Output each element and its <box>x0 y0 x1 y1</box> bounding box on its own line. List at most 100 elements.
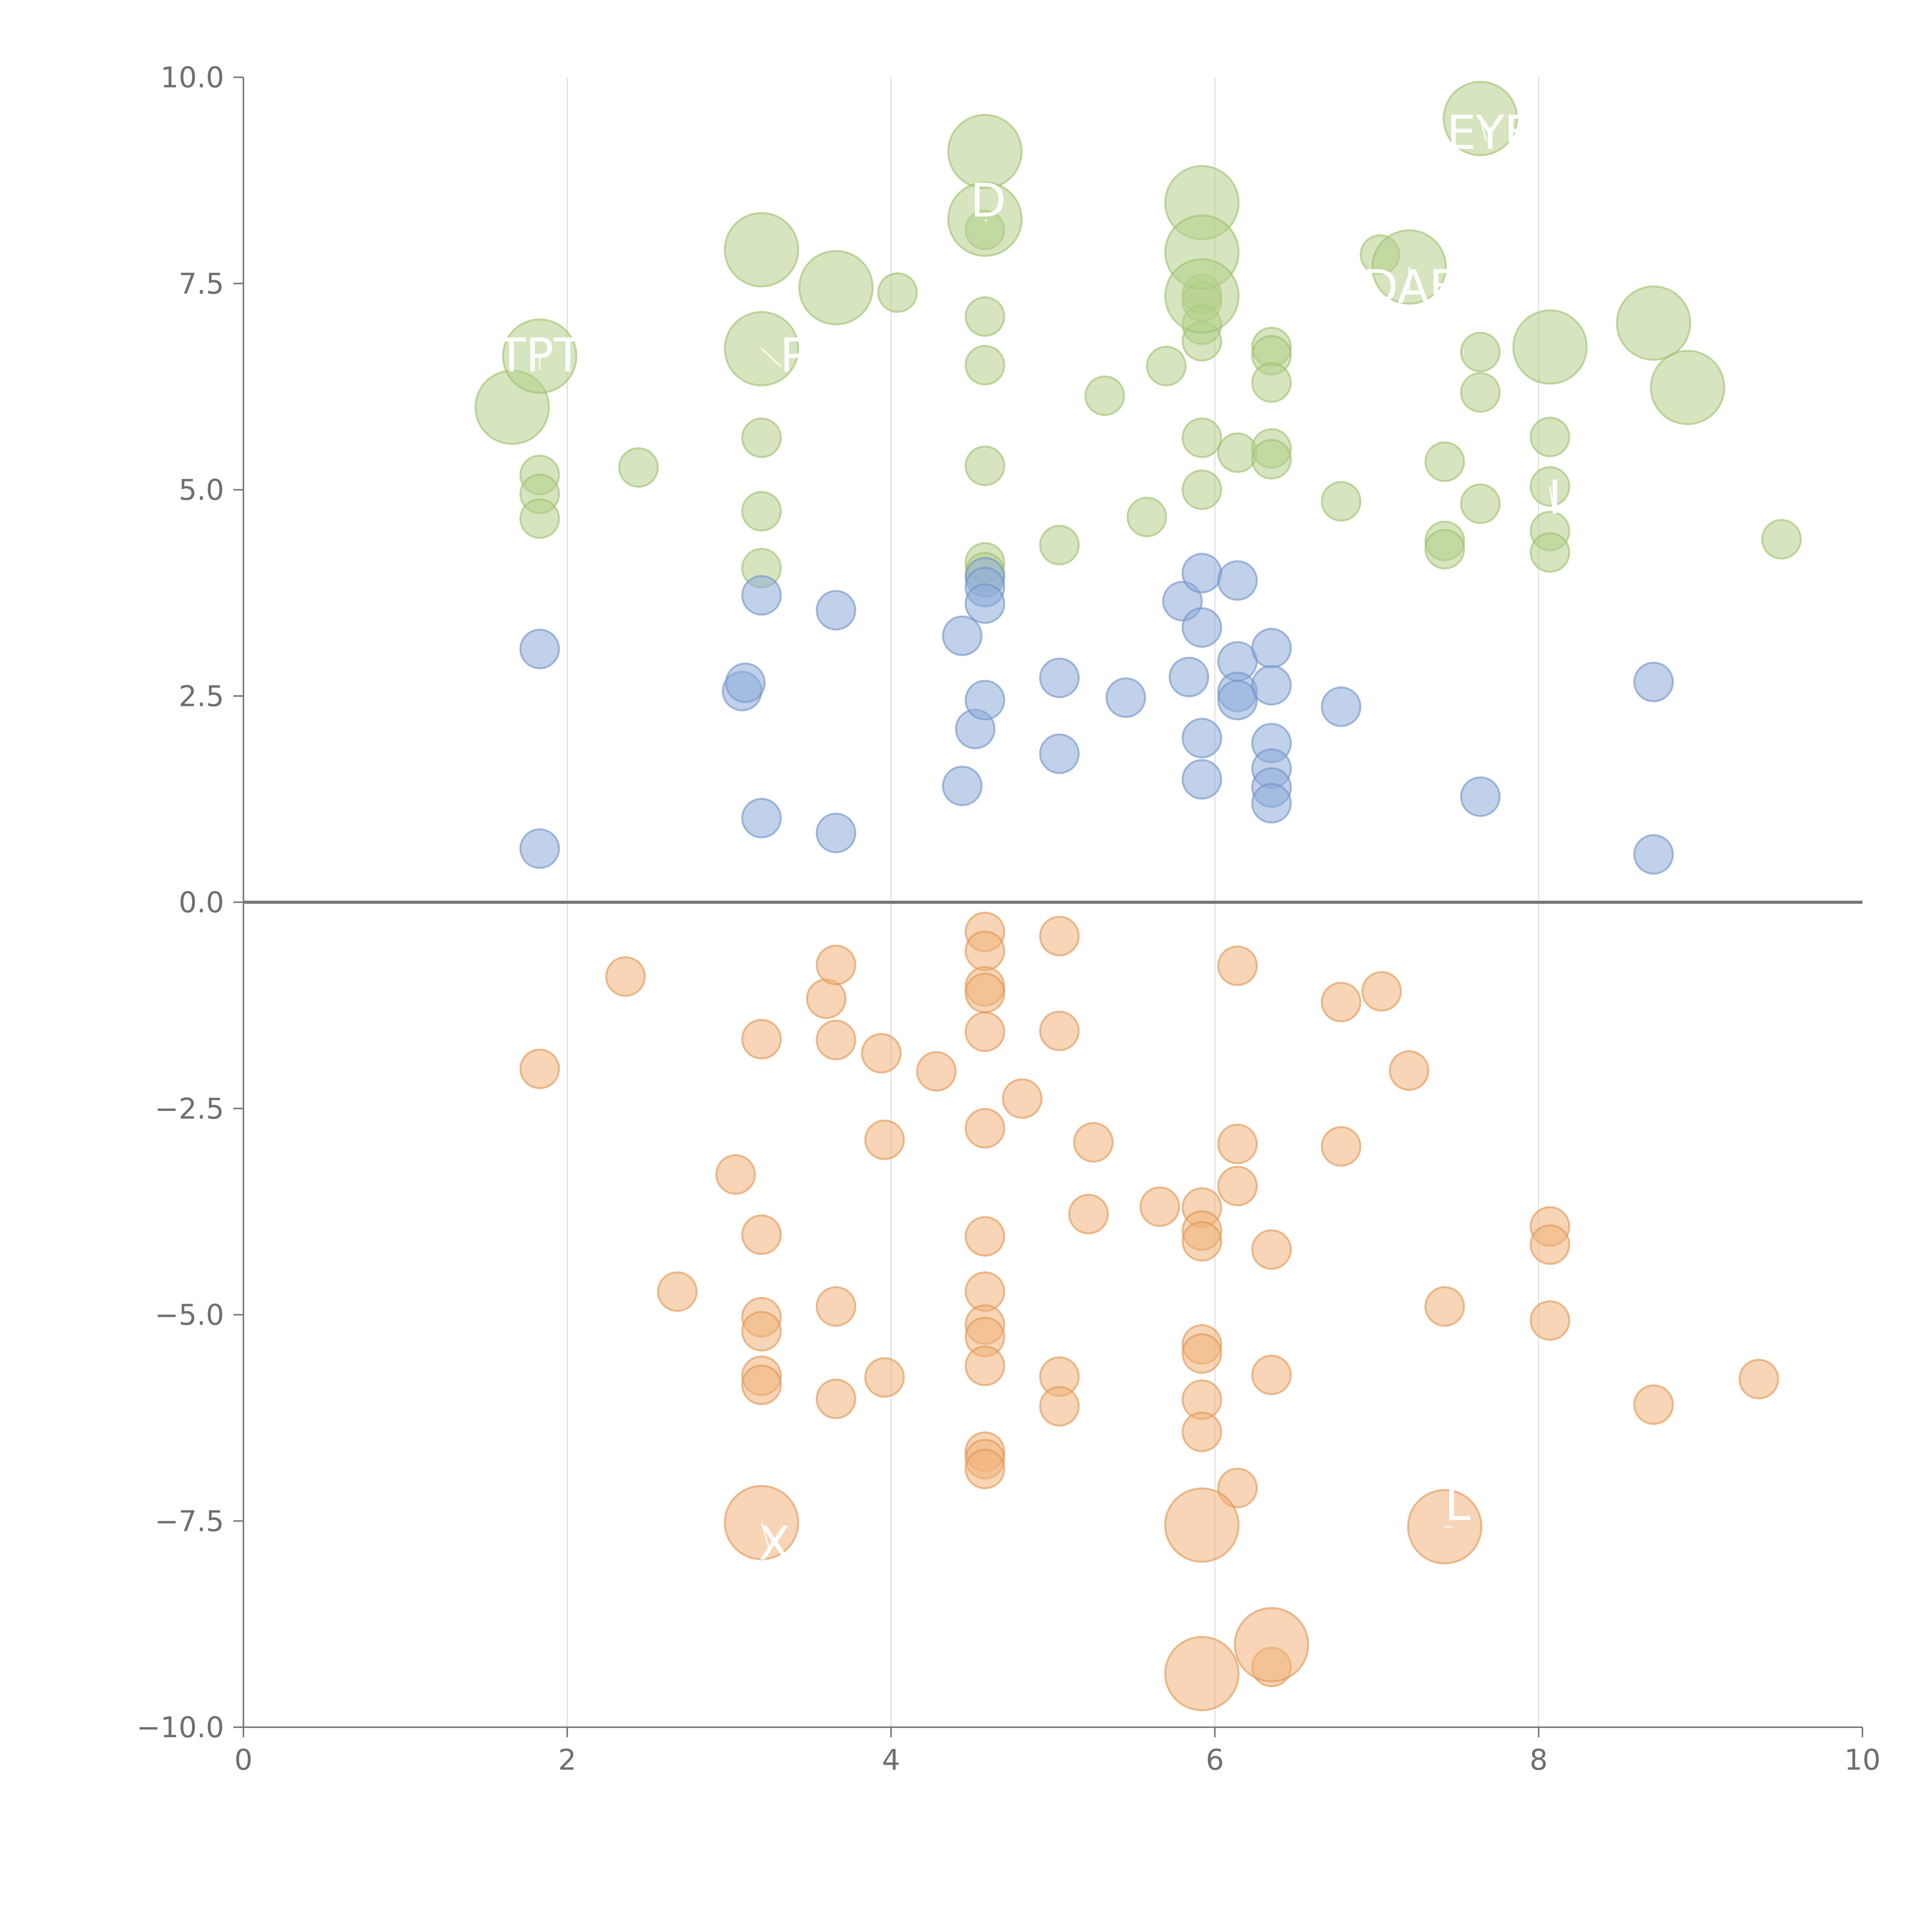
green-bubble <box>519 498 560 539</box>
orange-bubble <box>1164 1636 1240 1711</box>
orange-bubble <box>1424 1286 1465 1327</box>
blue-bubble <box>1168 656 1209 697</box>
blue-bubble <box>964 583 1005 624</box>
orange-bubble <box>1139 1186 1180 1227</box>
annotation-label: I <box>1548 471 1561 525</box>
blue-bubble <box>1181 718 1222 759</box>
orange-bubble <box>741 1214 782 1255</box>
orange-bubble <box>816 1286 857 1327</box>
green-bubble <box>877 272 918 313</box>
blue-bubble <box>1217 560 1258 601</box>
green-bubble <box>1424 529 1465 570</box>
blue-bubble <box>1217 680 1258 721</box>
orange-bubble <box>1217 1165 1258 1206</box>
green-bubble <box>1164 258 1240 334</box>
orange-bubble <box>1039 1386 1080 1427</box>
blue-bubble <box>519 629 560 670</box>
blue-bubble <box>519 828 560 869</box>
y-tick-label: 7.5 <box>179 267 224 301</box>
blue-bubble <box>1251 783 1292 824</box>
orange-bubble <box>964 1449 1005 1490</box>
x-tick-label: 10 <box>1844 1743 1881 1777</box>
blue-bubble <box>1633 834 1674 875</box>
green-bubble <box>964 296 1005 337</box>
orange-bubble <box>964 1216 1005 1257</box>
green-bubble <box>1460 483 1501 524</box>
orange-bubble <box>1039 916 1080 957</box>
annotation-leader-line <box>760 1522 770 1549</box>
blue-bubble <box>1105 677 1146 718</box>
orange-bubble <box>1321 981 1362 1022</box>
blue-bubble <box>1251 665 1292 706</box>
orange-bubble <box>1361 971 1402 1012</box>
annotation-leader-line <box>984 219 988 223</box>
axes: 0 2 4 6 8 10 10.0 7.5 5.0 2.5 0.0 −2.5 −5.0 −7.5 −10.0 <box>136 61 1881 1777</box>
blue-bubble <box>1633 662 1674 702</box>
blue-bubble <box>1181 553 1222 594</box>
annotation-label: P <box>780 329 808 383</box>
green-bubble <box>1251 362 1292 403</box>
green-bubble <box>1251 439 1292 480</box>
y-tick-label: −7.5 <box>155 1505 224 1538</box>
green-bubble <box>1529 532 1570 573</box>
orange-bubble <box>715 1154 756 1195</box>
y-tick-label: −2.5 <box>155 1092 224 1126</box>
green-bubble <box>1181 469 1222 510</box>
orange-bubble <box>1181 1221 1222 1262</box>
blue-bubble <box>1039 657 1080 698</box>
green-bubble <box>1126 497 1167 537</box>
orange-bubble <box>916 1051 957 1092</box>
orange-bubble <box>964 1345 1005 1386</box>
green-bubble <box>1084 375 1125 416</box>
annotation-label: L <box>1445 1478 1471 1531</box>
green-bubble <box>741 491 782 532</box>
orange-bubble <box>1181 1333 1222 1374</box>
y-tick-label: 10.0 <box>160 61 224 94</box>
orange-bubble <box>861 1033 902 1074</box>
green-bubble <box>1039 525 1080 566</box>
green-bubble <box>964 446 1005 486</box>
blue-bubble <box>1181 607 1222 648</box>
orange-bubble <box>806 978 847 1019</box>
orange-bubble <box>964 930 1005 971</box>
x-tick-label: 0 <box>234 1743 252 1777</box>
blue-bubble <box>816 813 857 854</box>
orange-bubble <box>1039 1010 1080 1051</box>
orange-bubble <box>1389 1050 1430 1091</box>
y-tick-label: 2.5 <box>179 680 224 713</box>
orange-bubble <box>864 1357 905 1398</box>
annotation-label: EYE <box>1447 106 1534 160</box>
blue-bubble <box>1460 776 1501 817</box>
green-bubble <box>1529 417 1570 457</box>
orange-bubble <box>519 1048 560 1089</box>
annotation-leader-line <box>761 348 782 367</box>
orange-bubble <box>741 1364 782 1405</box>
x-tick-label: 8 <box>1529 1743 1548 1777</box>
green-bubble <box>1217 432 1258 473</box>
orange-bubble <box>1251 1229 1292 1270</box>
blue-bubble <box>741 575 782 616</box>
green-bubble <box>1460 332 1501 372</box>
orange-bubble <box>741 1019 782 1060</box>
annotation-labels: TPT P D DAF EYE I X L <box>497 106 1561 1571</box>
orange-bubble <box>1738 1359 1779 1400</box>
orange-bubble <box>1181 1412 1222 1452</box>
y-tick-label: 5.0 <box>179 474 224 507</box>
x-tick-label: 6 <box>1206 1743 1224 1777</box>
orange-bubble <box>864 1119 905 1160</box>
green-bubble <box>964 345 1005 386</box>
orange-bubble <box>1529 1224 1570 1265</box>
green-bubble <box>1321 481 1362 522</box>
orange-bubble <box>1164 1487 1240 1563</box>
orange-bubble <box>1073 1122 1114 1163</box>
orange-bubble <box>1217 1124 1258 1165</box>
blue-bubble <box>1251 628 1292 668</box>
annotation-label: D <box>970 174 1006 228</box>
annotation-leader-line <box>1480 118 1487 141</box>
orange-bubble <box>816 1378 857 1419</box>
blue-bubble <box>964 680 1005 721</box>
green-bubble <box>724 212 799 287</box>
blue-bubble <box>1321 686 1362 727</box>
green-bubble <box>1512 309 1588 385</box>
